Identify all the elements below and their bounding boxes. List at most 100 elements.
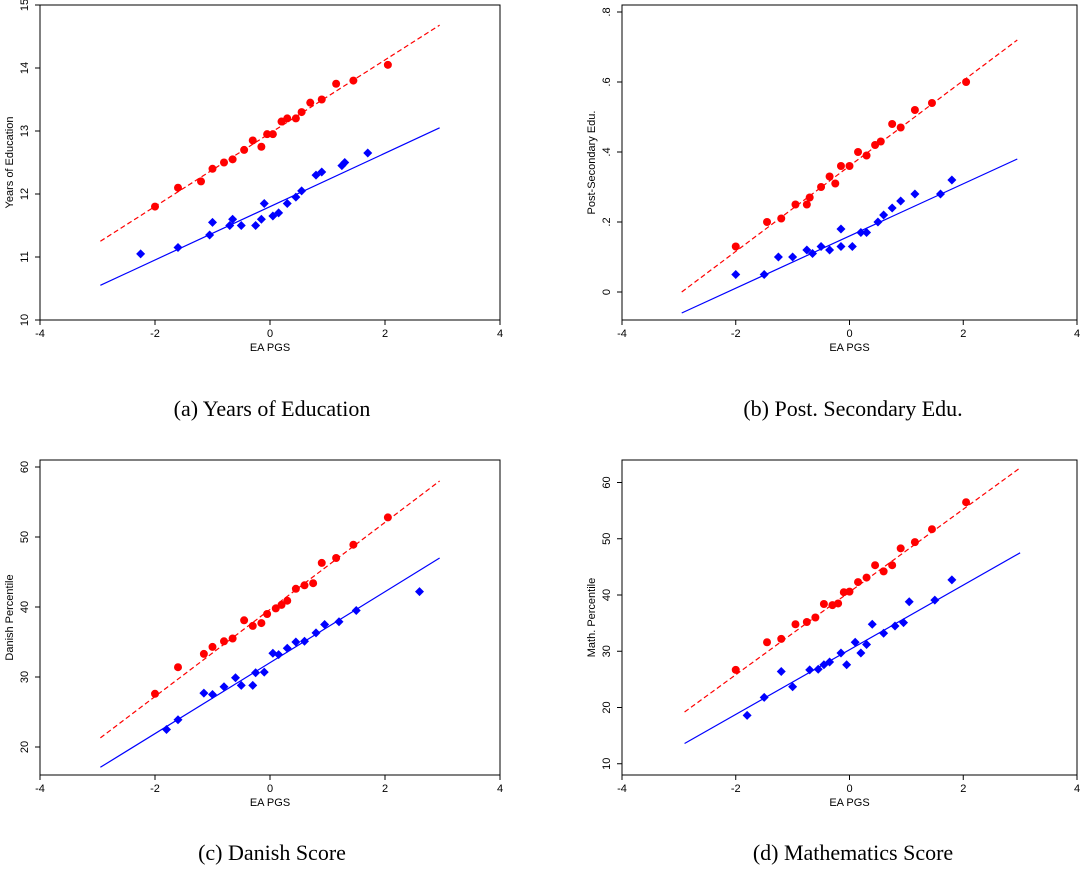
plot-frame: [39, 4, 501, 321]
y-tick-label: 40: [601, 589, 613, 601]
data-point: [340, 158, 350, 167]
data-point: [805, 665, 815, 675]
data-point: [825, 657, 835, 667]
x-axis-title: EA PGS: [250, 342, 290, 354]
data-point: [910, 189, 920, 199]
y-tick-label: 30: [601, 645, 613, 657]
chart-panel-mathematics-score: -4 -2 0 2 4 10 20 30 40 50 60 EA PGS Math. Percentil…: [541, 440, 1083, 880]
data-point: [763, 638, 772, 647]
data-point: [856, 648, 866, 658]
data-point: [151, 689, 159, 698]
data-point: [910, 106, 919, 114]
data-point: [205, 230, 215, 240]
data-point: [802, 200, 811, 209]
x-tick-label: 0: [846, 783, 852, 795]
data-point: [251, 221, 261, 230]
data-point: [847, 242, 857, 251]
y-tick-label: .4: [601, 147, 613, 156]
x-tick-label: 4: [497, 328, 503, 340]
data-point: [831, 179, 840, 188]
data-point: [811, 613, 820, 622]
data-point: [300, 581, 309, 590]
data-point: [317, 95, 326, 104]
data-point: [791, 620, 800, 629]
data-point: [773, 252, 783, 262]
y-tick-label: 14: [19, 62, 31, 74]
y-tick-label: 20: [19, 741, 31, 753]
data-point: [151, 202, 159, 211]
data-point: [220, 637, 228, 646]
data-point: [742, 710, 752, 720]
data-point: [311, 628, 321, 638]
data-point: [879, 628, 889, 638]
data-point: [862, 640, 872, 649]
y-tick-label: 20: [601, 701, 613, 713]
data-point: [268, 130, 277, 139]
y-tick-label: 50: [601, 533, 613, 545]
data-point: [220, 158, 228, 167]
y-axis-title: Post-Secondary Edu.: [586, 111, 598, 215]
y-tick-label: .2: [601, 217, 613, 226]
chart-caption: (c) Danish Score: [198, 840, 346, 865]
data-point: [850, 637, 860, 647]
data-point: [236, 221, 246, 230]
data-point: [263, 610, 272, 618]
data-point: [896, 123, 905, 132]
data-point: [251, 668, 261, 678]
data-point: [349, 540, 358, 549]
y-tick-label: 60: [601, 476, 613, 488]
x-tick-label: -4: [35, 328, 45, 340]
y-tick-label: 40: [19, 601, 31, 613]
data-point: [962, 498, 971, 507]
data-point: [317, 558, 326, 567]
data-point: [879, 567, 888, 576]
data-point: [257, 142, 266, 151]
data-point: [816, 242, 826, 251]
data-point: [731, 242, 740, 251]
fit-line: [684, 467, 1021, 713]
y-tick-label: 60: [19, 461, 31, 473]
data-point: [208, 164, 217, 173]
fit-line: [681, 158, 1018, 314]
y-tick-label: 10: [19, 314, 31, 326]
data-point: [236, 680, 246, 690]
x-tick-label: 2: [382, 783, 388, 795]
y-tick-label: 0: [601, 289, 613, 295]
x-tick-label: -2: [150, 783, 160, 795]
data-point: [257, 619, 266, 628]
data-point: [808, 249, 818, 258]
x-tick-label: -2: [731, 328, 741, 340]
data-point: [309, 579, 318, 588]
chart-panel-years-of-education: -4 -2 0 2 4 10 11 12 13 14 15 EA PGS Years of Educat…: [0, 0, 541, 440]
data-point: [854, 148, 863, 156]
x-tick-label: 0: [846, 328, 852, 340]
y-tick-label: 15: [19, 0, 31, 11]
data-point: [910, 538, 919, 547]
data-point: [962, 78, 971, 86]
data-point: [174, 663, 182, 672]
data-point: [282, 198, 292, 208]
data-point: [825, 172, 834, 181]
data-point: [947, 175, 957, 185]
y-tick-label: 30: [19, 671, 31, 683]
data-point: [927, 99, 936, 107]
x-tick-label: 2: [960, 783, 966, 795]
data-point: [763, 218, 772, 226]
data-point: [845, 587, 854, 596]
x-tick-label: 4: [1074, 783, 1080, 795]
data-point: [248, 621, 257, 630]
data-point: [383, 513, 392, 522]
data-point: [896, 544, 905, 553]
data-point: [259, 198, 269, 208]
data-point: [776, 667, 786, 676]
data-point: [306, 98, 315, 107]
data-point: [731, 665, 740, 674]
data-point: [332, 79, 341, 88]
chart-panel-danish-score: -4 -2 0 2 4 20 30 40 50 60 EA PGS Danish Percentile…: [0, 440, 541, 880]
data-point: [802, 245, 812, 255]
data-point: [363, 148, 373, 158]
data-point: [904, 597, 914, 607]
y-tick-label: 50: [19, 531, 31, 543]
data-point: [845, 162, 854, 170]
data-point: [813, 664, 823, 674]
